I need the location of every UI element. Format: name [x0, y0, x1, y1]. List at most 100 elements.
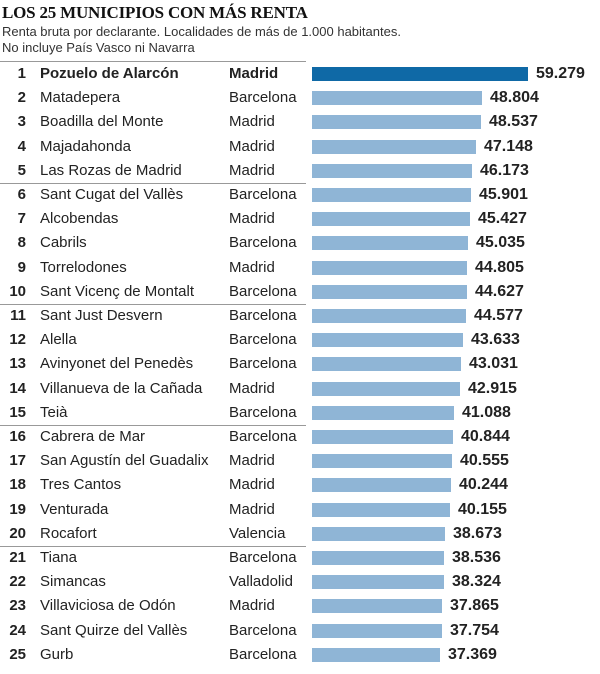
table-row: 8 Cabrils Barcelona 45.035: [0, 231, 600, 255]
province-label: Barcelona: [229, 89, 297, 107]
province-label: Barcelona: [229, 355, 297, 373]
province-label: Barcelona: [229, 186, 297, 203]
value-label: 37.754: [450, 621, 499, 639]
rank-label: 11: [10, 307, 26, 324]
value-label: 43.633: [471, 331, 520, 349]
value-label: 41.088: [462, 403, 511, 421]
province-label: Madrid: [229, 137, 275, 155]
table-row: 19 Venturada Madrid 40.155: [0, 498, 600, 522]
value-label: 48.804: [490, 89, 539, 107]
province-label: Barcelona: [229, 403, 297, 421]
rank-label: 4: [17, 137, 26, 155]
municipality-label: Sant Just Desvern: [40, 307, 163, 324]
value-label: 37.865: [450, 597, 499, 615]
municipality-label: Rocafort: [40, 524, 97, 542]
value-label: 40.844: [461, 428, 510, 445]
rank-label: 9: [17, 258, 26, 276]
municipality-label: Villanueva de la Cañada: [40, 379, 203, 397]
municipality-label: Las Rozas de Madrid: [40, 161, 182, 179]
table-row: 22 Simancas Valladolid 38.324: [0, 570, 600, 594]
bar: [312, 309, 466, 323]
bar: [312, 405, 454, 420]
rank-label: 25: [9, 645, 26, 663]
group-divider: [0, 546, 306, 547]
value-label: 38.324: [452, 573, 501, 591]
bar: [312, 236, 468, 251]
rank-label: 23: [9, 597, 26, 615]
municipality-label: Cabrera de Mar: [40, 428, 146, 445]
province-label: Madrid: [229, 597, 275, 615]
bar: [312, 575, 444, 590]
rank-label: 3: [17, 113, 26, 131]
bar: [312, 188, 471, 202]
province-label: Barcelona: [229, 645, 297, 663]
rank-label: 5: [17, 161, 26, 179]
value-label: 44.805: [475, 258, 524, 276]
table-row: 25 Gurb Barcelona 37.369: [0, 643, 600, 667]
table-row: 12 Alella Barcelona 43.633: [0, 328, 600, 352]
table-row: 2 Matadepera Barcelona 48.804: [0, 86, 600, 110]
rank-label: 24: [9, 621, 26, 639]
bar: [312, 357, 461, 372]
bar: [312, 454, 452, 469]
table-row: 10 Sant Vicenç de Montalt Barcelona 44.627: [0, 280, 600, 304]
table-row: 11 Sant Just Desvern Barcelona 44.577: [0, 304, 600, 328]
province-label: Barcelona: [229, 234, 297, 252]
bar: [312, 67, 528, 81]
rank-label: 12: [9, 331, 26, 349]
municipality-label: Simancas: [40, 573, 106, 591]
province-label: Barcelona: [229, 549, 297, 566]
municipality-label: Majadahonda: [40, 137, 131, 155]
province-label: Madrid: [229, 500, 275, 518]
table-row: 9 Torrelodones Madrid 44.805: [0, 256, 600, 280]
rank-label: 6: [17, 186, 26, 203]
bar: [312, 333, 463, 348]
value-label: 37.369: [448, 645, 497, 663]
value-label: 45.035: [476, 234, 525, 252]
province-label: Madrid: [229, 452, 275, 470]
table-row: 21 Tiana Barcelona 38.536: [0, 546, 600, 570]
chart-title: LOS 25 MUNICIPIOS CON MÁS RENTA: [2, 3, 308, 22]
province-label: Barcelona: [229, 428, 297, 445]
table-row: 6 Sant Cugat del Vallès Barcelona 45.901: [0, 183, 600, 207]
table-row: 3 Boadilla del Monte Madrid 48.537: [0, 110, 600, 134]
rank-label: 13: [9, 355, 26, 373]
bar: [312, 623, 442, 638]
bar: [312, 526, 445, 541]
bar: [312, 212, 470, 227]
rank-label: 1: [17, 65, 26, 82]
value-label: 48.537: [489, 113, 538, 131]
municipality-label: Boadilla del Monte: [40, 113, 164, 131]
province-label: Valencia: [229, 524, 286, 542]
bar: [312, 163, 472, 178]
group-divider: [0, 425, 306, 426]
table-row: 7 Alcobendas Madrid 45.427: [0, 207, 600, 231]
rank-label: 20: [9, 524, 26, 542]
rank-label: 22: [9, 573, 26, 591]
municipality-label: Pozuelo de Alarcón: [40, 65, 179, 82]
municipality-label: Sant Vicenç de Montalt: [40, 282, 194, 300]
table-row: 13 Avinyonet del Penedès Barcelona 43.031: [0, 352, 600, 376]
province-label: Madrid: [229, 210, 275, 228]
bar: [312, 381, 460, 396]
province-label: Madrid: [229, 113, 275, 131]
municipality-label: San Agustín del Guadalix: [40, 452, 209, 470]
table-row: 18 Tres Cantos Madrid 40.244: [0, 473, 600, 497]
rank-label: 18: [9, 476, 26, 494]
bar: [312, 599, 442, 614]
municipality-label: Avinyonet del Penedès: [40, 355, 194, 373]
value-label: 40.155: [458, 500, 507, 518]
table-row: 5 Las Rozas de Madrid Madrid 46.173: [0, 159, 600, 183]
bar: [312, 478, 451, 493]
province-label: Valladolid: [229, 573, 293, 591]
bar: [312, 647, 440, 662]
table-row: 24 Sant Quirze del Vallès Barcelona 37.754: [0, 619, 600, 643]
province-label: Barcelona: [229, 331, 297, 349]
rank-label: 17: [9, 452, 26, 470]
table-row: 15 Teià Barcelona 41.088: [0, 401, 600, 425]
divider: [0, 61, 306, 62]
municipality-label: Torrelodones: [40, 258, 127, 276]
municipality-label: Teià: [40, 403, 68, 421]
rank-label: 7: [17, 210, 26, 228]
rank-label: 8: [17, 234, 26, 252]
